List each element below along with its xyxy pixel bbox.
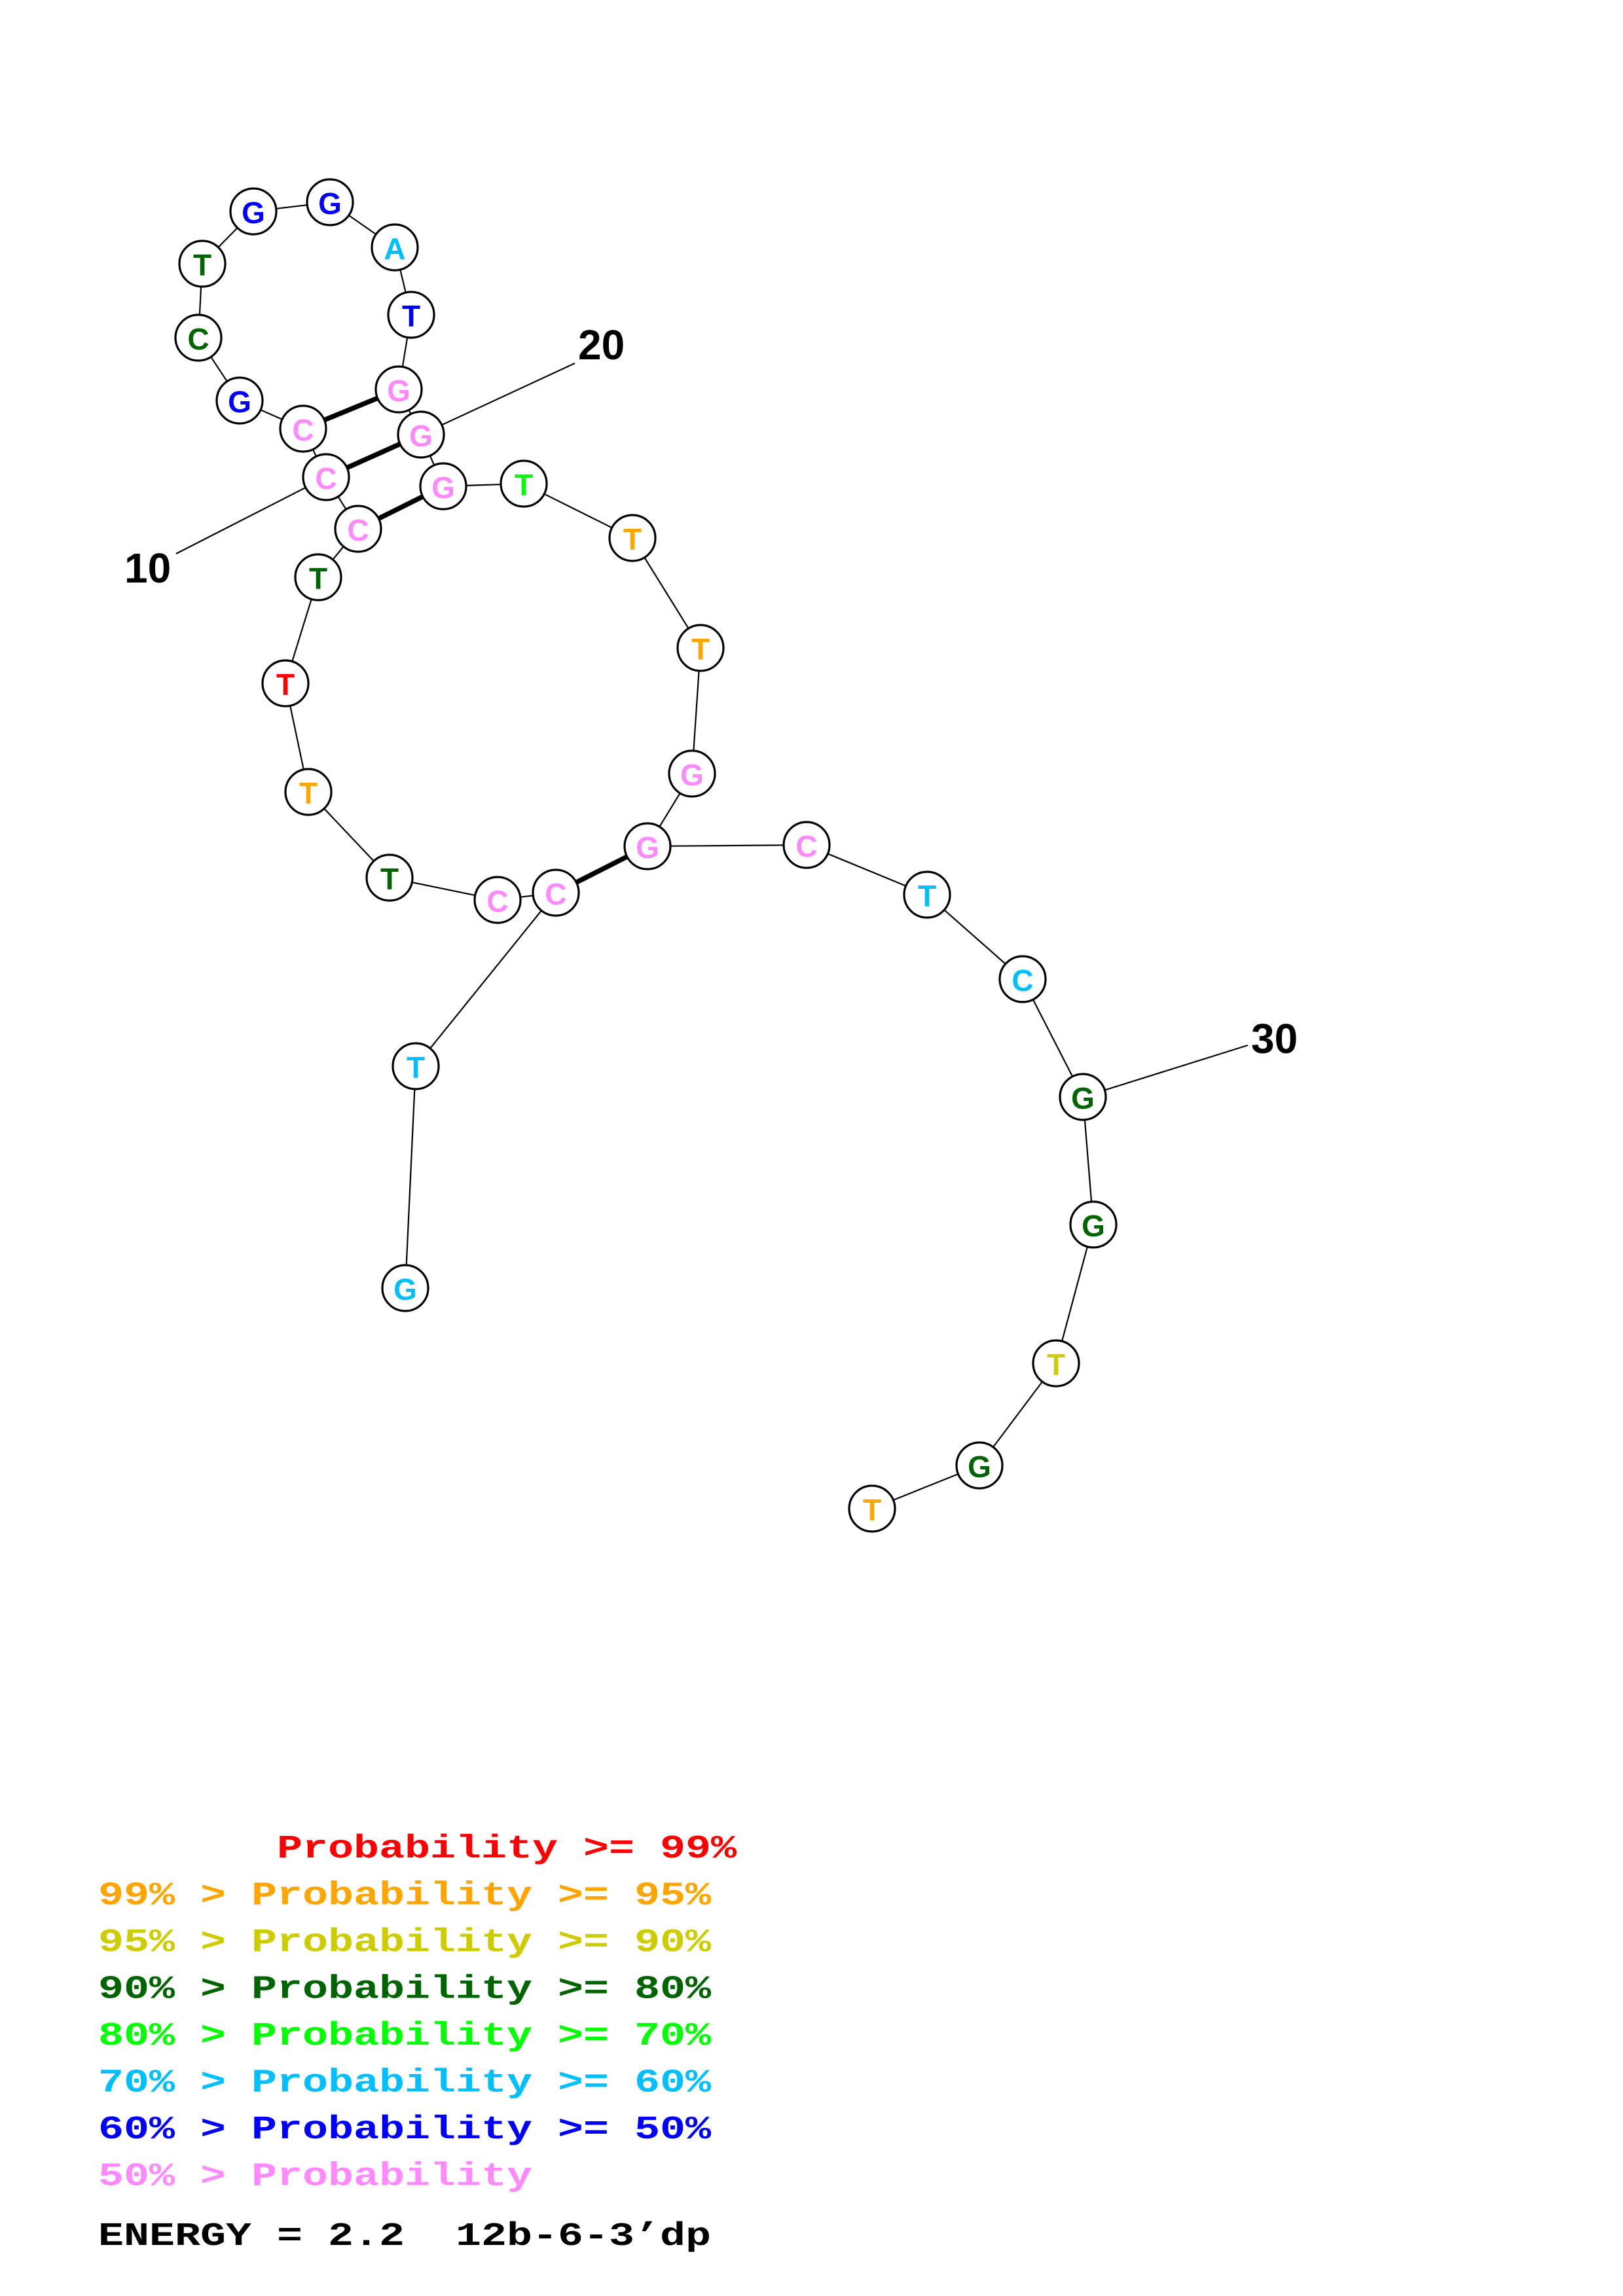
svg-text:T: T [299, 776, 318, 810]
svg-text:T: T [276, 668, 295, 702]
svg-text:G: G [968, 1450, 991, 1484]
svg-text:G: G [318, 187, 342, 221]
svg-text:Probability >= 99%: Probability >= 99% [277, 1831, 737, 1868]
svg-text:G: G [1082, 1209, 1105, 1243]
svg-text:C: C [315, 461, 337, 495]
svg-text:G: G [680, 758, 704, 792]
svg-text:50% > Probability: 50% > Probability [98, 2159, 532, 2196]
svg-text:G: G [636, 831, 659, 865]
svg-text:T: T [380, 862, 399, 896]
svg-text:70% > Probability >= 60%: 70% > Probability >= 60% [98, 2065, 712, 2102]
svg-text:T: T [623, 522, 642, 556]
svg-text:30: 30 [1251, 1015, 1298, 1062]
svg-text:T: T [691, 632, 710, 666]
svg-text:T: T [1047, 1348, 1065, 1382]
svg-text:G: G [387, 374, 410, 408]
svg-text:G: G [228, 385, 251, 419]
svg-text:95% > Probability >= 90%: 95% > Probability >= 90% [98, 1924, 712, 1962]
svg-text:C: C [292, 413, 314, 447]
svg-text:90% > Probability >= 80%: 90% > Probability >= 80% [98, 1971, 712, 2009]
svg-text:T: T [515, 468, 533, 502]
svg-text:T: T [863, 1493, 881, 1527]
svg-text:20: 20 [578, 321, 625, 368]
svg-text:C: C [545, 877, 566, 911]
svg-text:C: C [347, 513, 369, 547]
svg-text:T: T [193, 248, 211, 282]
svg-text:A: A [384, 232, 405, 266]
svg-text:99% > Probability >= 95%: 99% > Probability >= 95% [98, 1878, 712, 1915]
svg-text:10: 10 [124, 545, 171, 592]
svg-text:C: C [486, 884, 508, 918]
svg-text:G: G [1071, 1081, 1095, 1115]
svg-text:G: G [242, 196, 265, 230]
svg-text:G: G [409, 419, 433, 453]
svg-text:C: C [1012, 963, 1033, 997]
svg-text:C: C [187, 322, 209, 356]
svg-text:80% > Probability >= 70%: 80% > Probability >= 70% [98, 2018, 712, 2055]
svg-text:T: T [407, 1050, 425, 1085]
svg-text:T: T [402, 299, 420, 333]
svg-text:ENERGY = 2.2 12b-6-3’dp: ENERGY = 2.2 12b-6-3’dp [98, 2218, 711, 2255]
svg-text:T: T [309, 562, 327, 596]
svg-text:C: C [795, 829, 817, 863]
svg-text:60% > Probability >= 50%: 60% > Probability >= 50% [98, 2111, 712, 2149]
svg-text:T: T [918, 879, 936, 913]
svg-text:G: G [431, 471, 455, 505]
svg-text:G: G [393, 1272, 417, 1306]
